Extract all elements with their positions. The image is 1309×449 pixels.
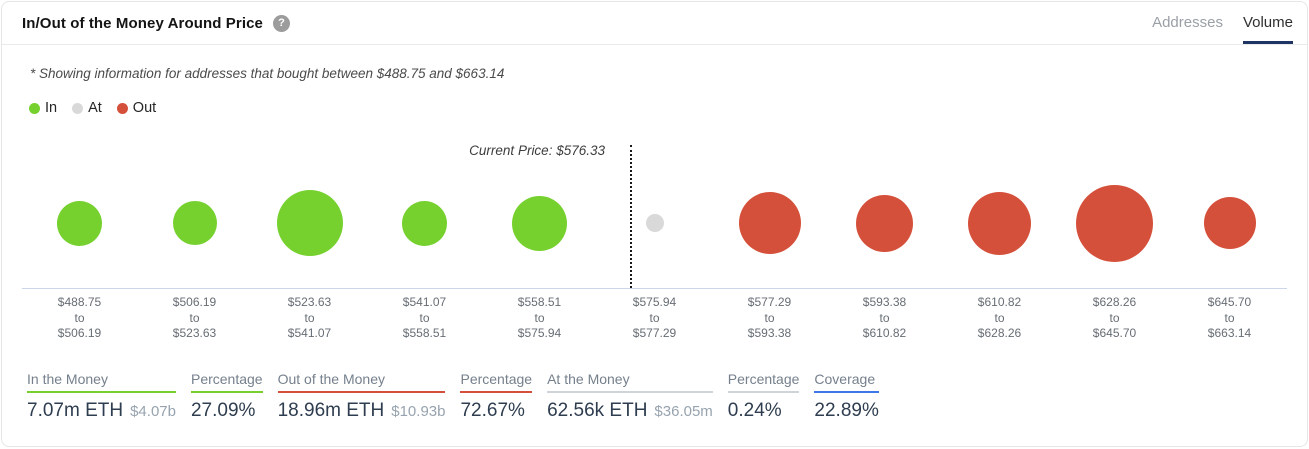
- stat-block: Percentage 0.24%: [727, 371, 800, 422]
- x-axis-label: $523.63 to $541.07: [287, 295, 332, 340]
- bubble-out[interactable]: [738, 192, 801, 254]
- stat-block: Out of the Money 18.96m ETH $10.93b: [277, 371, 446, 422]
- stat-value: 72.67%: [460, 400, 525, 421]
- help-icon[interactable]: ?: [272, 14, 290, 32]
- stat-sub-value: $10.93b: [391, 403, 446, 420]
- stat-value: 0.24%: [727, 400, 782, 421]
- bubble-column: [137, 158, 252, 288]
- x-axis-label: $558.51 to $575.94: [517, 295, 562, 340]
- tab-addresses[interactable]: Addresses: [1152, 14, 1223, 31]
- panel-title: In/Out of the Money Around Price: [22, 14, 263, 32]
- legend-item-at[interactable]: At: [72, 100, 102, 116]
- bubble-in[interactable]: [512, 195, 567, 251]
- x-axis-label: $577.29 to $593.38: [747, 295, 792, 340]
- stat-label: At the Money: [547, 371, 713, 393]
- tab-volume[interactable]: Volume: [1242, 2, 1293, 44]
- chart-legend: In At Out: [29, 100, 1307, 116]
- bubble-in[interactable]: [172, 201, 217, 245]
- bubble-chart: Current Price: $576.33 $488.75 to $506.1…: [2, 143, 1307, 340]
- bubbles-row: [22, 158, 1287, 288]
- panel-header: In/Out of the Money Around Price ? Addre…: [2, 2, 1307, 45]
- bubble-in[interactable]: [57, 200, 102, 246]
- stat-block: At the Money 62.56k ETH $36.05m: [547, 371, 713, 422]
- bubble-column: [22, 158, 137, 288]
- x-axis-label: $506.19 to $523.63: [172, 295, 217, 340]
- legend-dot-out-icon: [116, 102, 128, 114]
- stat-value: 27.09%: [190, 400, 256, 421]
- legend-item-in[interactable]: In: [29, 100, 57, 116]
- x-axis-line: [22, 288, 1287, 289]
- bubble-in[interactable]: [402, 200, 447, 246]
- bubble-out[interactable]: [1203, 197, 1256, 249]
- stat-label: Out of the Money: [277, 371, 446, 393]
- bubble-column: [367, 158, 482, 288]
- filter-note: * Showing information for addresses that…: [30, 66, 505, 81]
- bubble-column: [597, 158, 712, 288]
- stat-label: Percentage: [727, 371, 800, 393]
- bubble-column: [712, 158, 827, 288]
- stat-label: Percentage: [460, 371, 533, 393]
- stat-block: Percentage 27.09%: [190, 371, 263, 422]
- legend-dot-in-icon: [29, 102, 40, 114]
- bubble-column: [1172, 158, 1287, 288]
- stat-block: In the Money 7.07m ETH $4.07b: [27, 371, 176, 422]
- view-tabs: Addresses Volume: [1152, 2, 1293, 44]
- bubble-column: [252, 158, 367, 288]
- x-axis-label: $575.94 to $577.29: [632, 295, 677, 340]
- stat-label: Percentage: [190, 371, 263, 393]
- current-price-label: Current Price: $576.33: [469, 143, 605, 158]
- bubble-out[interactable]: [968, 191, 1031, 255]
- bubble-in[interactable]: [276, 190, 343, 256]
- stat-block: Percentage 72.67%: [460, 371, 533, 422]
- legend-item-out[interactable]: Out: [116, 100, 156, 116]
- x-axis-label: $645.70 to $663.14: [1207, 295, 1252, 340]
- bubble-out[interactable]: [1076, 184, 1153, 262]
- stat-sub-value: $36.05m: [654, 403, 713, 420]
- x-axis-label: $593.38 to $610.82: [862, 295, 907, 340]
- x-axis-label: $628.26 to $645.70: [1092, 295, 1137, 340]
- stat-sub-value: $4.07b: [130, 403, 176, 420]
- bubble-column: [482, 158, 597, 288]
- stat-value: 22.89%: [814, 400, 879, 421]
- stat-label: Coverage: [814, 371, 879, 393]
- stat-value: 7.07m ETH: [27, 400, 124, 421]
- legend-dot-at-icon: [72, 102, 84, 114]
- bubble-column: [942, 158, 1057, 288]
- bubble-out[interactable]: [856, 194, 913, 252]
- bubble-column: [1057, 158, 1172, 288]
- stat-value: 18.96m ETH: [277, 400, 385, 421]
- stat-label: In the Money: [27, 371, 176, 393]
- summary-stats: In the Money 7.07m ETH $4.07b Percentage 27.…: [27, 371, 1287, 422]
- x-axis-label: $610.82 to $628.26: [977, 295, 1022, 340]
- stat-value: 62.56k ETH: [547, 400, 648, 421]
- current-price-line: [630, 145, 632, 288]
- bubble-at[interactable]: [645, 214, 664, 232]
- bubble-column: [827, 158, 942, 288]
- x-axis-label: $541.07 to $558.51: [402, 295, 447, 340]
- stat-block: Coverage 22.89%: [814, 371, 879, 422]
- x-axis-label: $488.75 to $506.19: [57, 295, 102, 340]
- x-axis-labels: $488.75 to $506.19 $506.19 to $523.63 $523…: [22, 295, 1287, 342]
